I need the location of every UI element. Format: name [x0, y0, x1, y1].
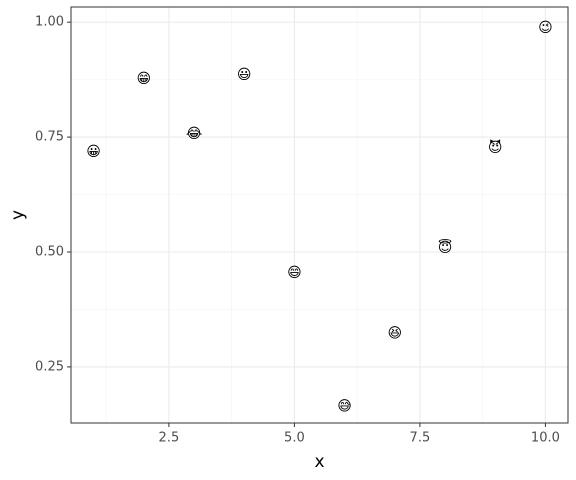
- y-tick-label: 0.50: [35, 245, 64, 260]
- emoji-point: 😉: [538, 20, 553, 36]
- x-tick-label: 10.0: [531, 431, 560, 446]
- y-tick-label: 0.25: [35, 359, 64, 374]
- y-tick-label: 1.00: [35, 15, 64, 30]
- y-tick-label: 0.75: [35, 130, 64, 145]
- emoji-point: 😃: [237, 67, 252, 83]
- emoji-point: 😆: [387, 325, 402, 341]
- emoji-point: 😁: [136, 71, 151, 87]
- emoji-point: 😄: [287, 265, 302, 281]
- emoji-point: 😀: [86, 144, 101, 160]
- x-tick-label: 5.0: [284, 431, 305, 446]
- emoji-point: 😅: [337, 399, 352, 415]
- emoji-point: 😈: [488, 139, 503, 156]
- x-tick-label: 2.5: [159, 431, 180, 446]
- emoji-point: 😇: [438, 239, 453, 256]
- emoji-point: 😂: [186, 126, 202, 142]
- x-tick-label: 7.5: [410, 431, 431, 446]
- panel: [71, 7, 568, 423]
- x-axis-title: x: [314, 452, 324, 472]
- panel-border: [70, 6, 569, 424]
- y-axis-title: y: [8, 210, 28, 220]
